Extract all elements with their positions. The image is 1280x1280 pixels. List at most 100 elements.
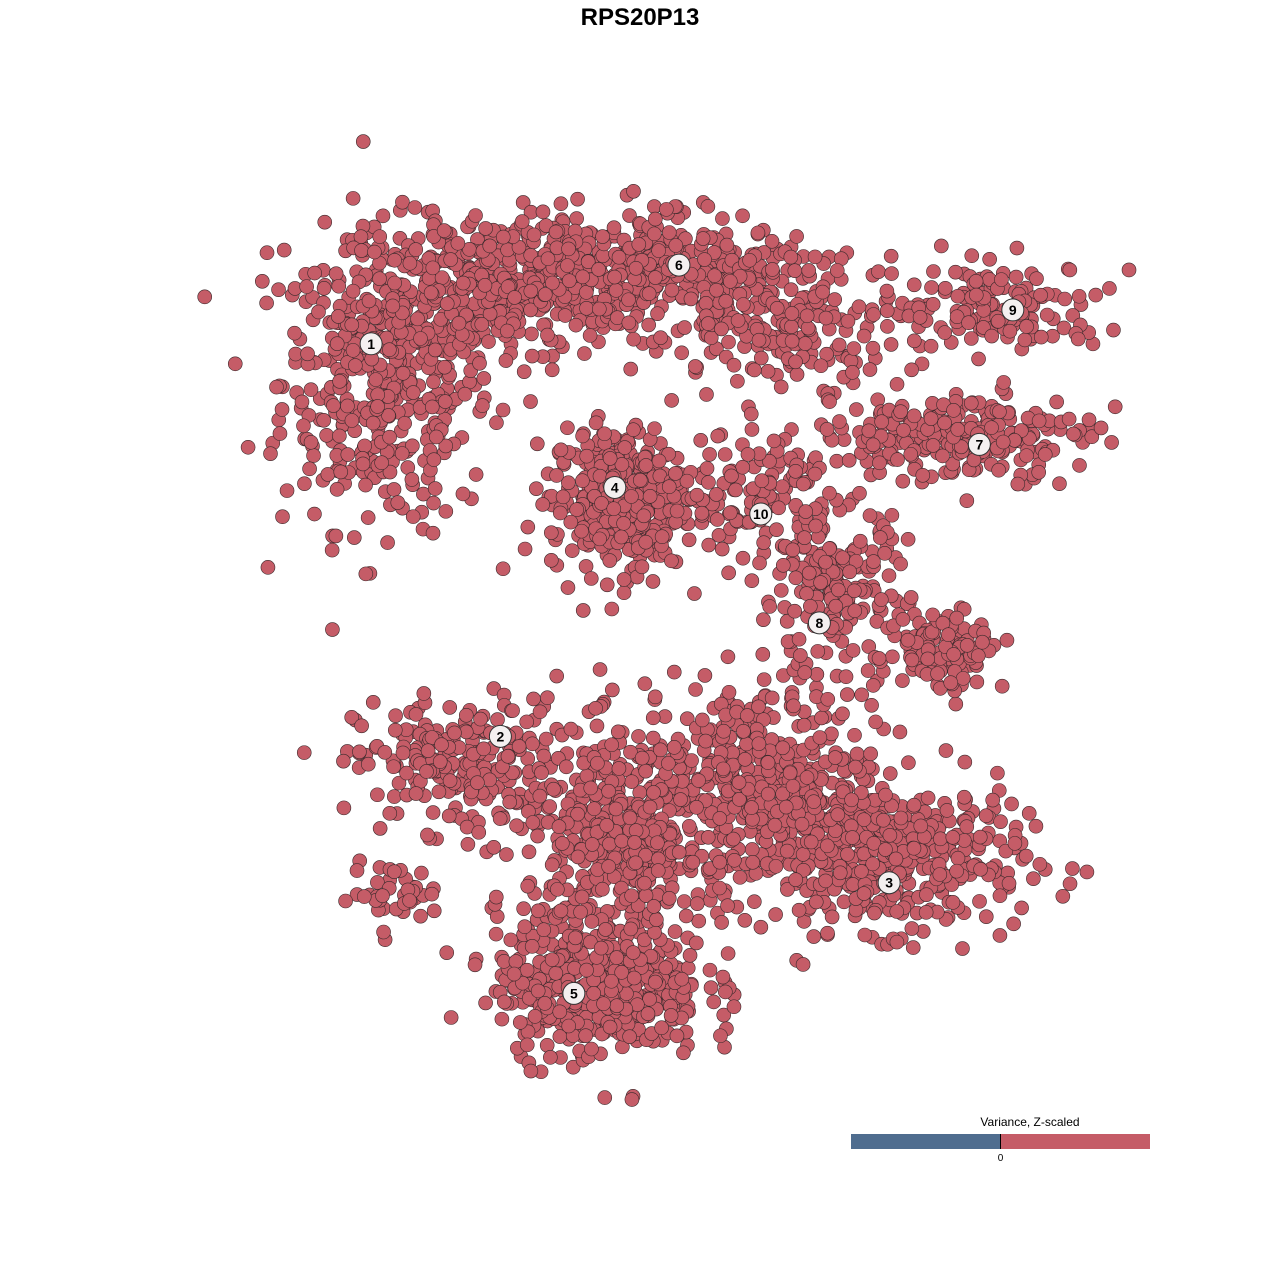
- data-point-cluster-5: [650, 835, 665, 851]
- data-point-cluster-9: [964, 248, 980, 264]
- data-point-cluster-8: [865, 678, 881, 693]
- data-point-cluster-3: [882, 827, 898, 843]
- data-point-cluster-9: [906, 333, 922, 349]
- data-point-cluster-3: [882, 766, 898, 781]
- data-point-cluster-6: [674, 345, 689, 361]
- data-point-cluster-3: [990, 765, 1005, 781]
- data-point-cluster-2: [386, 864, 402, 879]
- data-point-cluster-5: [546, 781, 561, 797]
- data-point-cluster-3: [1028, 818, 1044, 834]
- data-point-cluster-3: [1026, 871, 1041, 886]
- data-point-cluster-3: [714, 915, 729, 930]
- data-point-cluster-4: [599, 577, 615, 593]
- data-point-cluster-10: [752, 555, 767, 571]
- data-point-cluster-9: [982, 252, 997, 267]
- data-point-cluster-5: [579, 962, 594, 978]
- data-point-cluster-9: [937, 325, 953, 340]
- data-point-cluster-6: [715, 211, 730, 226]
- data-point-cluster-2: [460, 836, 476, 852]
- data-point-cluster-1: [407, 200, 423, 215]
- data-point-cluster-1: [287, 325, 302, 341]
- data-point-cluster-1: [405, 438, 420, 454]
- data-point-cluster-6: [621, 292, 636, 308]
- data-point-cluster-1: [358, 477, 373, 493]
- data-point-cluster-8: [801, 565, 817, 581]
- data-point-cluster-4: [669, 503, 685, 519]
- data-point-cluster-7: [1037, 447, 1053, 462]
- data-point-cluster-10: [852, 485, 867, 501]
- data-point-cluster-8: [803, 598, 818, 614]
- data-point-cluster-1: [495, 561, 511, 577]
- data-point-cluster-3: [721, 684, 737, 700]
- data-point-cluster-2: [536, 748, 552, 764]
- data-point-cluster-6: [455, 275, 471, 291]
- data-point-cluster-6: [765, 262, 780, 277]
- data-point-cluster-8: [835, 550, 850, 566]
- data-point-cluster-5: [624, 774, 639, 789]
- data-point-cluster-1: [269, 379, 284, 395]
- data-point-cluster-3: [1006, 916, 1021, 932]
- data-point-cluster-5: [634, 750, 650, 766]
- data-point-cluster-4: [560, 420, 575, 436]
- data-point-cluster-6: [735, 208, 750, 224]
- data-point-cluster-6: [595, 229, 610, 244]
- data-point-cluster-10: [808, 518, 824, 534]
- data-point-cluster-1: [263, 446, 278, 461]
- data-point-cluster-6: [482, 238, 498, 254]
- data-point-cluster-5: [646, 785, 661, 800]
- data-point-cluster-10: [714, 541, 730, 557]
- data-point-cluster-4: [623, 361, 639, 377]
- data-point-cluster-4: [597, 426, 612, 442]
- data-point-cluster-1: [348, 358, 363, 373]
- data-point-cluster-9: [1033, 329, 1049, 345]
- data-point-cluster-1: [271, 282, 286, 297]
- data-point-cluster-8: [842, 564, 857, 580]
- data-point-cluster-6: [408, 242, 424, 257]
- data-point-cluster-3: [1001, 876, 1017, 891]
- data-point-cluster-3: [795, 957, 811, 972]
- data-point-cluster-5: [488, 889, 504, 905]
- data-point-cluster-4: [602, 553, 618, 568]
- data-point-cluster-6: [753, 350, 769, 366]
- data-point-cluster-4: [579, 448, 595, 464]
- data-point-cluster-7: [861, 423, 877, 439]
- data-point-cluster-8: [845, 643, 861, 658]
- data-point-cluster-5: [599, 818, 615, 833]
- data-point-cluster-3: [835, 706, 850, 722]
- data-point-cluster-3: [737, 752, 753, 767]
- data-point-cluster-6: [742, 252, 757, 268]
- data-point-cluster-3: [920, 790, 936, 806]
- data-point-cluster-5: [544, 952, 560, 967]
- data-point-cluster-6: [626, 331, 641, 347]
- data-point-cluster-1: [425, 525, 441, 541]
- data-point-cluster-8: [949, 610, 965, 626]
- data-point-cluster-1: [426, 452, 442, 467]
- data-point-cluster-6: [721, 334, 736, 350]
- data-point-cluster-1: [302, 461, 317, 477]
- cluster-label-text: 4: [611, 479, 619, 495]
- data-point-cluster-5: [698, 733, 713, 749]
- data-point-cluster-1: [294, 394, 310, 410]
- data-point-cluster-5: [753, 919, 769, 935]
- data-point-cluster-2: [399, 765, 414, 781]
- data-point-cluster-6: [807, 249, 823, 265]
- data-point-cluster-5: [596, 996, 611, 1012]
- data-point-cluster-5: [551, 819, 567, 834]
- data-point-cluster-3: [688, 682, 703, 697]
- data-point-cluster-6: [591, 262, 606, 277]
- data-point-cluster-5: [706, 994, 722, 1010]
- data-point-cluster-4: [549, 468, 564, 483]
- data-point-cluster-5: [590, 755, 605, 771]
- data-point-cluster-5: [642, 991, 657, 1007]
- data-point-cluster-6: [904, 362, 919, 378]
- data-point-cluster-3: [845, 830, 860, 845]
- data-point-cluster-9: [1088, 287, 1104, 303]
- data-point-cluster-5: [604, 973, 619, 989]
- data-point-cluster-3: [938, 743, 954, 758]
- data-point-cluster-8: [756, 612, 771, 627]
- data-point-cluster-6: [769, 301, 785, 316]
- data-point-cluster-6: [688, 359, 703, 374]
- data-point-cluster-6: [845, 365, 860, 380]
- data-point-cluster-8: [946, 647, 961, 662]
- data-point-cluster-6: [662, 225, 677, 240]
